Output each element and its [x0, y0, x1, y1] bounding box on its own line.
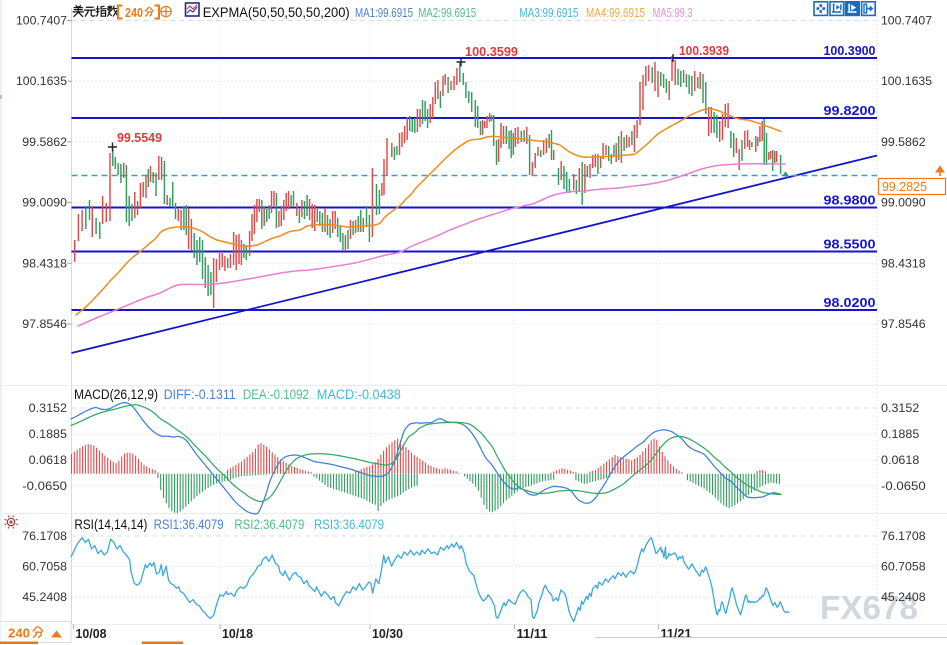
svg-text:98.4318: 98.4318	[881, 256, 926, 270]
svg-text:100.3599: 100.3599	[465, 45, 518, 59]
svg-text:-0.0650: -0.0650	[22, 479, 67, 493]
svg-text:MA5:99.3: MA5:99.3	[653, 5, 693, 20]
svg-text:100.1635: 100.1635	[881, 74, 932, 88]
svg-text:98.9800: 98.9800	[824, 194, 876, 208]
svg-text:MACD(26,12,9): MACD(26,12,9)	[74, 387, 158, 402]
svg-text:97.8546: 97.8546	[881, 317, 926, 331]
svg-text:MACD:-0.0438: MACD:-0.0438	[317, 387, 401, 402]
svg-text:99.2825: 99.2825	[882, 180, 927, 194]
svg-text:99.5862: 99.5862	[881, 135, 926, 149]
svg-text:11/21: 11/21	[661, 627, 692, 641]
svg-text:MA2:99.6915: MA2:99.6915	[418, 5, 476, 20]
svg-text:10/30: 10/30	[372, 627, 403, 641]
svg-text:FX678: FX678	[822, 591, 920, 628]
svg-text:45.2408: 45.2408	[22, 590, 67, 604]
svg-text:100.7407: 100.7407	[16, 14, 67, 28]
svg-text:100.1635: 100.1635	[16, 74, 67, 88]
svg-text:0.1885: 0.1885	[881, 427, 920, 441]
svg-text:10/18: 10/18	[222, 627, 253, 641]
svg-text:RSI1:36.4079: RSI1:36.4079	[154, 517, 224, 532]
svg-text:0.3152: 0.3152	[881, 401, 920, 415]
svg-text:10/08: 10/08	[76, 627, 107, 641]
svg-text:99.8200: 99.8200	[824, 104, 876, 118]
svg-text:0.3152: 0.3152	[29, 401, 68, 415]
svg-text:99.0090: 99.0090	[22, 196, 67, 210]
svg-text:97.8546: 97.8546	[22, 317, 67, 331]
svg-text:100.3900: 100.3900	[824, 44, 876, 58]
svg-text:MA1:99.6915: MA1:99.6915	[355, 5, 413, 20]
svg-text:60.7058: 60.7058	[881, 560, 926, 574]
svg-text:MA3:99.6915: MA3:99.6915	[519, 5, 578, 20]
svg-text:RSI2:36.4079: RSI2:36.4079	[234, 517, 304, 532]
svg-text:60.7058: 60.7058	[22, 560, 67, 574]
svg-text:MA4:99.6915: MA4:99.6915	[586, 5, 645, 20]
svg-text:11/11: 11/11	[517, 627, 548, 641]
svg-text:98.4318: 98.4318	[22, 256, 67, 270]
svg-text:-0.0650: -0.0650	[881, 479, 926, 493]
svg-text:240: 240	[125, 5, 143, 20]
svg-text:99.5549: 99.5549	[117, 131, 162, 145]
svg-text:RSI(14,14,14): RSI(14,14,14)	[74, 517, 147, 532]
svg-text:76.1708: 76.1708	[881, 529, 926, 543]
svg-text:240: 240	[8, 626, 30, 641]
svg-text:98.0200: 98.0200	[824, 296, 876, 310]
svg-text:98.5500: 98.5500	[824, 238, 876, 252]
svg-text:100.3939: 100.3939	[679, 44, 729, 58]
svg-text:DEA:-0.1092: DEA:-0.1092	[243, 387, 309, 402]
svg-text:76.1708: 76.1708	[22, 529, 67, 543]
svg-text:DIFF:-0.1311: DIFF:-0.1311	[164, 387, 236, 402]
svg-text:99.5862: 99.5862	[22, 135, 67, 149]
svg-text:100.7407: 100.7407	[881, 14, 932, 28]
svg-text:RSI3:36.4079: RSI3:36.4079	[314, 517, 384, 532]
svg-text:0.0618: 0.0618	[29, 453, 68, 467]
svg-text:99.0090: 99.0090	[881, 196, 926, 210]
svg-text:FX678: FX678	[820, 589, 918, 626]
svg-text:0.0618: 0.0618	[881, 453, 920, 467]
svg-text:0.1885: 0.1885	[29, 427, 68, 441]
svg-text:45.2408: 45.2408	[881, 590, 926, 604]
svg-text:EXPMA(50,50,50,50,200): EXPMA(50,50,50,50,200)	[203, 5, 350, 20]
